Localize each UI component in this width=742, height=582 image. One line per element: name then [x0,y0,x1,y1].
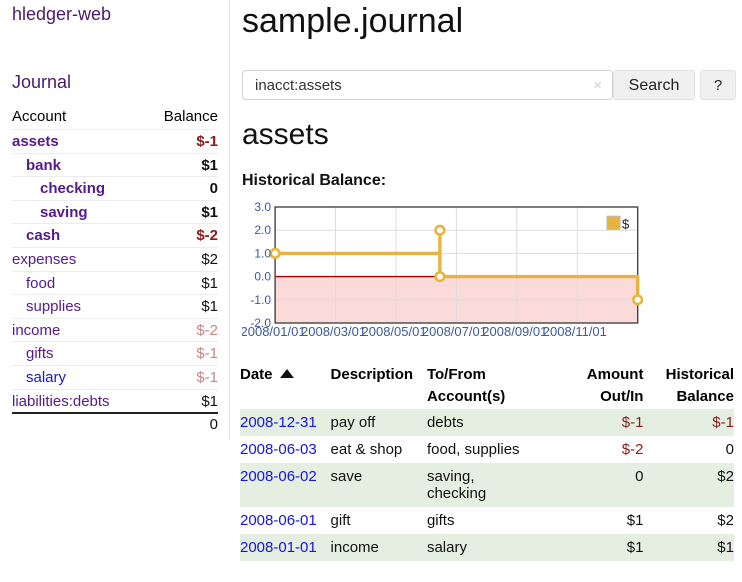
svg-text:0.0: 0.0 [254,270,271,284]
svg-text:-1.0: -1.0 [250,293,271,307]
svg-text:2.0: 2.0 [254,223,271,237]
svg-text:3.0: 3.0 [254,200,271,214]
svg-text:$: $ [622,217,630,232]
svg-text:2008/11/01: 2008/11/01 [543,324,607,339]
svg-text:2008/07/01: 2008/07/01 [422,324,487,339]
svg-text:2008/01/01: 2008/01/01 [242,324,306,339]
svg-text:2008/03/01: 2008/03/01 [301,324,366,339]
svg-text:2008/05/01: 2008/05/01 [362,324,427,339]
svg-text:1.0: 1.0 [254,246,271,260]
svg-text:2008/09/01: 2008/09/01 [482,324,547,339]
